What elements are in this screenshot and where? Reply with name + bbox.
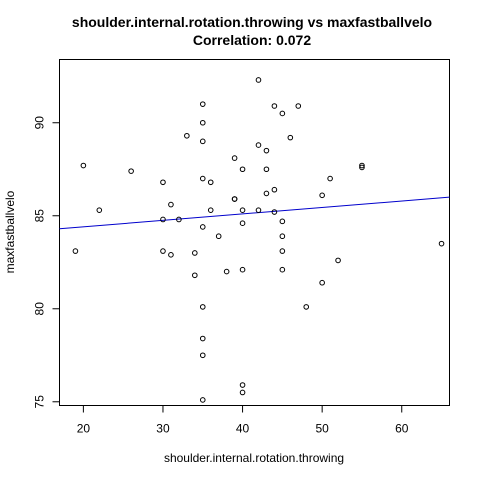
plot-frame bbox=[59, 59, 450, 406]
scatter-point bbox=[335, 257, 341, 264]
scatter-point bbox=[239, 266, 246, 273]
scatter-point bbox=[279, 218, 286, 225]
regression-line bbox=[59, 196, 450, 230]
scatter-point bbox=[359, 164, 365, 171]
scatter-point bbox=[223, 268, 230, 275]
scatter-point bbox=[231, 196, 238, 202]
x-tick-label: 50 bbox=[315, 422, 329, 436]
scatter-point bbox=[319, 192, 325, 199]
y-tick-label: 80 bbox=[33, 302, 47, 316]
scatter-point bbox=[438, 240, 445, 247]
scatter-point bbox=[128, 168, 134, 174]
scatter-point bbox=[271, 186, 278, 193]
scatter-point bbox=[263, 190, 270, 197]
scatter-point bbox=[303, 304, 310, 310]
y-axis-label: maxfastballvelo bbox=[3, 190, 17, 273]
data-points bbox=[72, 77, 445, 403]
scatter-point bbox=[271, 209, 278, 215]
scatter-point bbox=[215, 233, 222, 240]
scatter-point bbox=[199, 101, 206, 107]
scatter-point bbox=[255, 77, 262, 83]
scatter-point bbox=[199, 119, 206, 126]
scatter-point bbox=[263, 147, 270, 154]
scatter-point bbox=[192, 250, 198, 256]
scatter-point bbox=[279, 266, 286, 273]
scatter-point bbox=[271, 103, 278, 109]
scatter-point bbox=[255, 207, 262, 213]
scatter-point bbox=[199, 352, 206, 359]
scatter-point bbox=[239, 389, 246, 396]
scatter-point bbox=[199, 335, 206, 342]
scatter-point bbox=[279, 233, 286, 240]
scatter-point bbox=[184, 132, 190, 139]
scatter-point bbox=[199, 175, 206, 182]
scatter-point bbox=[255, 142, 262, 148]
scatter-point bbox=[239, 207, 246, 213]
x-axis-label: shoulder.internal.rotation.throwing bbox=[164, 451, 344, 465]
y-tick-label: 85 bbox=[33, 209, 47, 223]
chart-subtitle: Correlation: 0.072 bbox=[193, 32, 311, 48]
scatter-point bbox=[96, 207, 103, 213]
x-axis: 20 30 40 50 60 bbox=[77, 405, 409, 436]
scatter-point bbox=[160, 216, 166, 223]
scatter-point bbox=[80, 162, 87, 169]
chart-title: shoulder.internal.rotation.throwing vs m… bbox=[72, 14, 432, 30]
scatter-point bbox=[231, 155, 238, 161]
x-tick-label: 40 bbox=[236, 422, 250, 436]
y-tick-label: 75 bbox=[33, 395, 47, 409]
scatter-point bbox=[160, 248, 166, 254]
scatter-point bbox=[295, 103, 302, 109]
scatter-point bbox=[160, 179, 166, 186]
scatter-point bbox=[199, 224, 206, 230]
scatter-point bbox=[168, 201, 174, 208]
scatter-point bbox=[239, 382, 246, 388]
scatter-point bbox=[72, 248, 79, 254]
scatter-point bbox=[279, 110, 286, 117]
scatter-point bbox=[319, 279, 325, 286]
scatter-point bbox=[239, 166, 246, 173]
scatter-point bbox=[239, 220, 246, 226]
y-tick-label: 90 bbox=[33, 116, 47, 130]
scatter-point bbox=[263, 166, 270, 173]
x-tick-label: 60 bbox=[395, 422, 409, 436]
y-axis: 75 80 85 90 bbox=[33, 116, 60, 409]
x-tick-label: 20 bbox=[77, 422, 91, 436]
x-tick-label: 30 bbox=[156, 422, 170, 436]
scatter-point bbox=[327, 175, 333, 182]
scatter-point bbox=[199, 397, 206, 403]
scatter-point bbox=[359, 162, 365, 169]
scatter-point bbox=[287, 134, 294, 141]
scatter-point bbox=[199, 138, 206, 145]
scatter-point bbox=[199, 304, 206, 310]
scatter-point bbox=[207, 179, 214, 186]
scatter-point bbox=[279, 248, 286, 254]
scatter-point bbox=[192, 272, 198, 279]
scatter-point bbox=[207, 207, 214, 213]
scatter-point bbox=[168, 252, 174, 258]
scatter-point bbox=[176, 216, 182, 223]
